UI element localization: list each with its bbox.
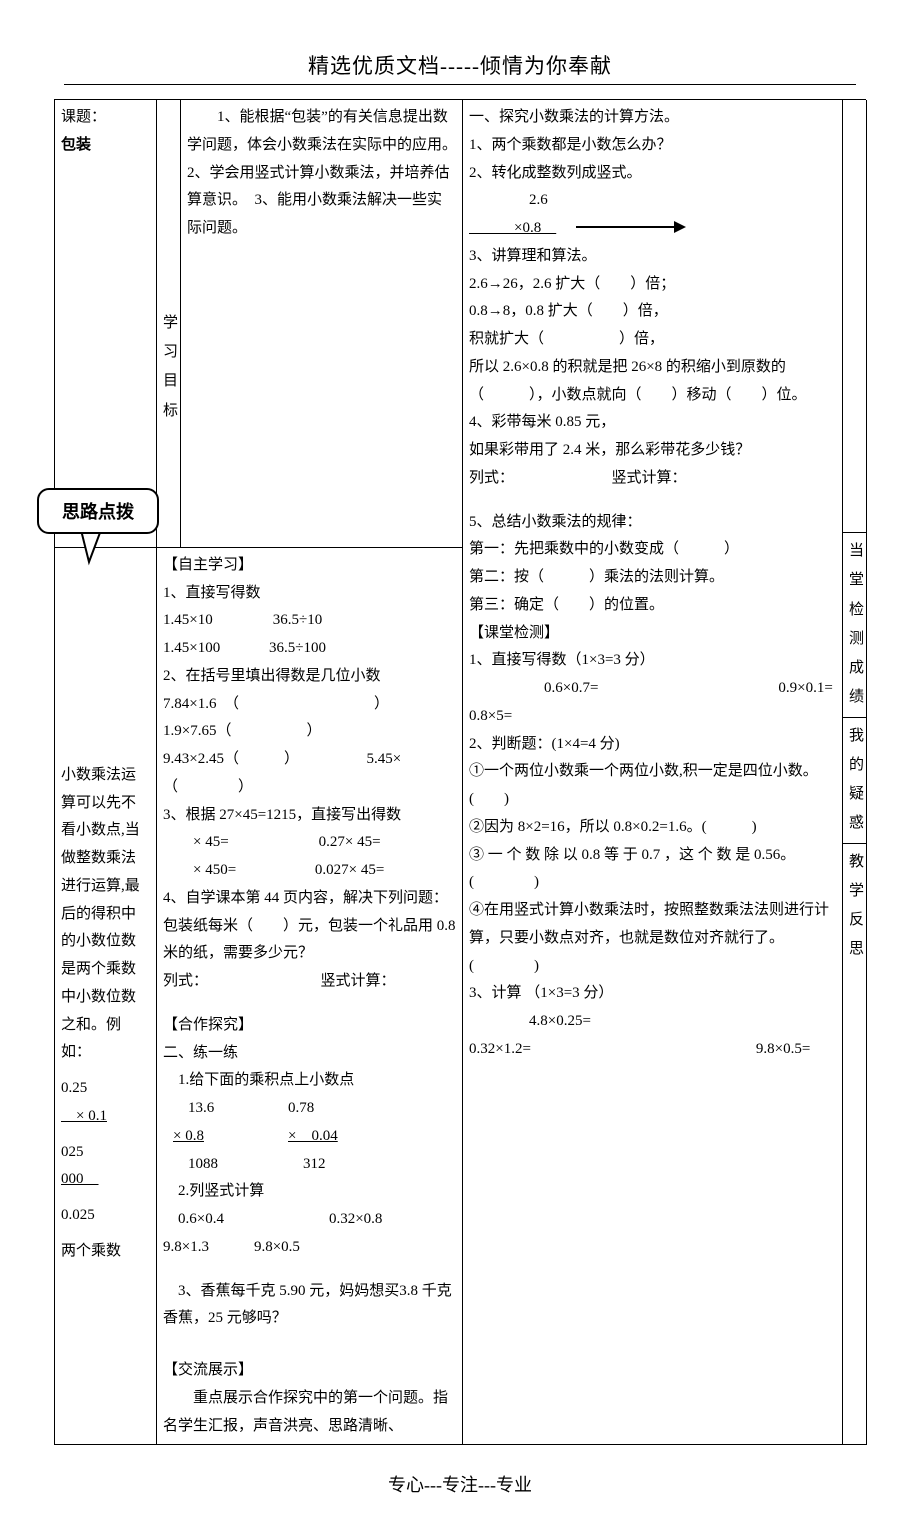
m-l1: 1、直接写得数	[163, 580, 456, 608]
r-l21: ①一个两位小数乘一个两位小数,积一定是四位小数。( )	[469, 758, 836, 814]
left-main-a: 小数乘法运算可以先不看小数点,当做整数乘法进行运算,最后的得积中的小数位数是两个…	[61, 762, 150, 1067]
middle-main: 【自主学习】 1、直接写得数 1.45×10 36.5÷10 1.45×100 …	[157, 548, 463, 1446]
calc-b2: × 0.1	[61, 1108, 107, 1124]
callout-tail-icon	[77, 530, 117, 570]
m-l15: 2.列竖式计算	[163, 1178, 456, 1206]
r-l8: 0.8→8，0.8 扩大（ ）倍，	[469, 298, 836, 326]
calcA3: 1088	[173, 1151, 218, 1179]
arrow-right-icon	[576, 217, 686, 237]
right-main: 一、探究小数乘法的计算方法。 1、两个乘数都是小数怎么办？ 2、转化成整数列成竖…	[463, 100, 843, 1445]
m-h3: 【交流展示】	[163, 1357, 456, 1385]
calc-b3: 025	[61, 1139, 150, 1167]
r-l18: 1、直接写得数（1×3=3 分）	[469, 647, 836, 675]
r-l4: 2.6	[469, 187, 556, 215]
m-l10: 4、自学课本第 44 页内容，解决下列问题：	[163, 885, 456, 913]
m-l6: 1.9×7.65（ ）	[163, 718, 456, 746]
m-l9b: × 450= 0.027× 45=	[163, 857, 456, 885]
m-l17: 9.8×1.3 9.8×0.5	[163, 1234, 456, 1262]
r-l19: 0.6×0.7= 0.9×0.1= 0.8×5=	[469, 675, 836, 731]
m-l8: 3、根据 27×45=1215，直接写出得数	[163, 802, 456, 830]
left-main-c: 两个乘数	[61, 1238, 150, 1266]
calc-b1: 0.25	[61, 1075, 150, 1103]
m-l16: 0.6×0.4 0.32×0.8	[163, 1206, 456, 1234]
calcB1: 0.78	[288, 1095, 338, 1123]
m-l18: 3、香蕉每千克 5.90 元，妈妈想买3.8 千克香蕉，25 元够吗？	[163, 1278, 456, 1334]
r-l26: 4.8×0.25=	[469, 1008, 836, 1036]
header-rule	[64, 84, 856, 85]
page-header: 精选优质文档-----倾情为你奉献	[54, 50, 866, 80]
r-l6: 3、讲算理和算法。	[469, 243, 836, 271]
topic-label: 课题：	[61, 109, 106, 125]
main-grid: 课题： 包装 学习目标 1、能根据“包装”的有关信息提出数学问题，体会小数乘法在…	[54, 99, 866, 1445]
m-l5: 7.84×1.6 （ ）	[163, 691, 456, 719]
m-l11: 包装纸每米（ ）元，包装一个礼品用 0.8 米的纸，需要多少元？	[163, 913, 456, 969]
topic-value: 包装	[61, 137, 91, 153]
calcA1: 13.6	[173, 1095, 218, 1123]
callout-bubble: 思路点拨	[37, 488, 159, 534]
r-l9: 积就扩大（ ）倍，	[469, 326, 836, 354]
callout-text: 思路点拨	[62, 498, 134, 524]
side-b: 我的疑惑	[843, 718, 866, 844]
m-l12: 列式： 竖式计算：	[163, 968, 456, 996]
side-stack: 当堂检测成绩 我的疑惑 教学反思	[843, 100, 867, 1445]
r-h4: 【课堂检测】	[469, 620, 836, 648]
r-l10: 所以 2.6×0.8 的积就是把 26×8 的积缩小到原数的（ ），小数点就向（…	[469, 354, 836, 410]
r-l14: 5、总结小数乘法的规律：	[469, 509, 836, 537]
m-l4: 2、在括号里填出得数是几位小数	[163, 663, 456, 691]
r-l20: 2、判断题：(1×4=4 分)	[469, 731, 836, 759]
page-footer: 专心---专注---专业	[54, 1471, 866, 1497]
side-a: 当堂检测成绩	[843, 533, 866, 718]
calcB2: × 0.04	[288, 1128, 338, 1144]
r-l23: ③ 一 个 数 除 以 0.8 等 于 0.7 ，这 个 数 是 0.56。( …	[469, 842, 836, 898]
goals-text: 1、能根据“包装”的有关信息提出数学问题，体会小数乘法在实际中的应用。 2、学会…	[187, 109, 465, 236]
calcB3: 312	[288, 1151, 338, 1179]
m-h1: 【自主学习】	[163, 552, 456, 580]
topic-cell: 课题： 包装	[55, 100, 157, 548]
r-l12: 如果彩带用了 2.4 米，那么彩带花多少钱？	[469, 437, 836, 465]
left-hint: 小数乘法运算可以先不看小数点,当做整数乘法进行运算,最后的得积中的小数位数是两个…	[55, 548, 157, 1446]
r-l16: 第二：按（ ）乘法的法则计算。	[469, 564, 836, 592]
calc-b4: 000	[61, 1171, 99, 1187]
r-l24: ④在用竖式计算小数乘法时，按照整数乘法法则进行计算，只要小数点对齐，也就是数位对…	[469, 897, 836, 980]
r-l3: 2、转化成整数列成竖式。	[469, 160, 836, 188]
m-l19: 重点展示合作探究中的第一个问题。指名学生汇报，声音洪亮、思路清晰、	[163, 1385, 456, 1441]
r-l1: 一、探究小数乘法的计算方法。	[469, 104, 836, 132]
m-l13: 二、练一练	[163, 1040, 456, 1068]
r-l17: 第三：确定（ ）的位置。	[469, 592, 836, 620]
m-l3: 1.45×100 36.5÷100	[163, 635, 456, 663]
m-l7: 9.43×2.45（ ） 5.45×（ ）	[163, 746, 456, 802]
calc-b5: 0.025	[61, 1202, 150, 1230]
m-l14: 1.给下面的乘积点上小数点	[163, 1067, 456, 1095]
m-l9a: × 45= 0.27× 45=	[163, 829, 456, 857]
r-l7: 2.6→26，2.6 扩大（ ）倍；	[469, 271, 836, 299]
side-c: 教学反思	[843, 844, 866, 1446]
r-l27: 0.32×1.2= 9.8×0.5=	[469, 1036, 836, 1064]
goals-label: 学习目标	[157, 100, 181, 548]
r-l5: ×0.8	[469, 220, 556, 236]
r-l25: 3、计算 （1×3=3 分）	[469, 980, 836, 1008]
r-l15: 第一：先把乘数中的小数变成（ ）	[469, 536, 836, 564]
calcA2: × 0.8	[173, 1128, 204, 1144]
goals-text-cell: 1、能根据“包装”的有关信息提出数学问题，体会小数乘法在实际中的应用。 2、学会…	[181, 100, 463, 548]
r-l2: 1、两个乘数都是小数怎么办？	[469, 132, 836, 160]
r-l11: 4、彩带每米 0.85 元，	[469, 409, 836, 437]
m-l2: 1.45×10 36.5÷10	[163, 607, 456, 635]
r-l13: 列式： 竖式计算：	[469, 465, 836, 493]
m-h2: 【合作探究】	[163, 1012, 456, 1040]
r-l22: ②因为 8×2=16，所以 0.8×0.2=1.6。( )	[469, 814, 836, 842]
